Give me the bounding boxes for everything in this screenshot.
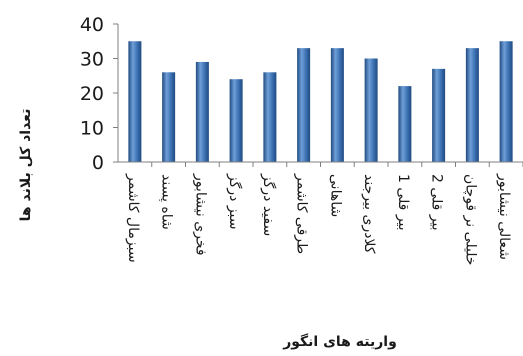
x-tick-label: بیر قلی 2 <box>429 174 445 231</box>
y-tick-label: 0 <box>92 152 104 174</box>
x-tick-label: فخری نیشابور <box>192 173 208 256</box>
bar <box>229 79 243 162</box>
bar <box>398 86 412 162</box>
y-tick-label: 20 <box>80 83 104 105</box>
x-tick-label: سفید درگز <box>260 173 277 236</box>
x-tick-label: سبزمال کاشمر <box>125 173 141 263</box>
x-axis: سبزمال کاشمر شاه پسند فخری نیشابور سبز درگز… <box>118 161 523 265</box>
bar <box>263 72 277 162</box>
bar <box>128 41 142 162</box>
x-tick-label: خلیلی نر قوچان <box>462 174 478 265</box>
y-tick-label: 30 <box>80 49 104 71</box>
x-tick-label: کلادری بیرجند <box>361 174 377 254</box>
bar <box>432 68 446 162</box>
y-tick-label: 10 <box>80 118 104 140</box>
y-axis-title: تعداد کل بلاند ها <box>18 109 34 222</box>
bar <box>364 58 378 162</box>
bar <box>162 72 176 162</box>
x-tick-label: شعالی نیشابور <box>496 173 512 260</box>
x-tick-label: طرقی کاشمر <box>294 173 310 254</box>
x-axis-title: واریته های انگور <box>282 333 397 350</box>
x-tick-label: سبز درگز <box>226 173 243 230</box>
x-tick-label: بیر قلی 1 <box>395 174 411 231</box>
bar <box>499 41 513 162</box>
bar <box>465 48 479 162</box>
bar <box>195 61 209 163</box>
bars <box>128 41 513 163</box>
y-tick-label: 40 <box>80 14 104 36</box>
x-tick-label: شاه پسند <box>159 174 175 230</box>
bar <box>330 48 344 162</box>
x-tick-label: شاهانی <box>327 174 343 217</box>
y-axis: 0 10 20 30 40 <box>80 14 119 174</box>
bar <box>297 48 311 162</box>
